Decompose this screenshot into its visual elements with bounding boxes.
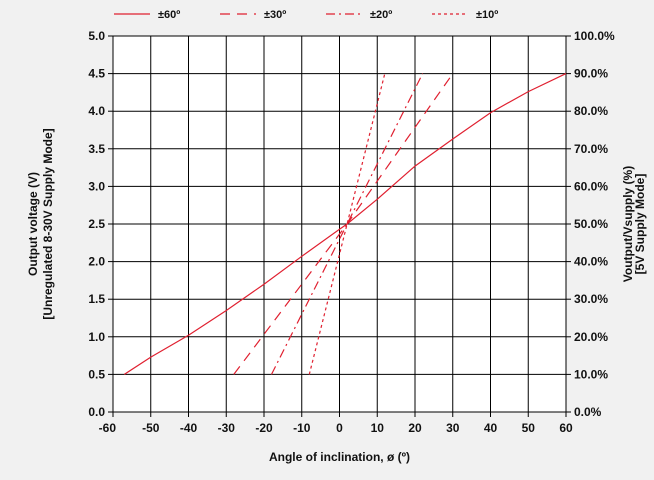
y-axis-title-right: Voutput/Vsupply (%) [5V Supply Mode] xyxy=(621,166,647,282)
legend-label: ±20º xyxy=(370,9,392,21)
x-axis-title: Angle of inclination, ø (º) xyxy=(269,450,410,464)
x-tick-label: -20 xyxy=(255,421,273,435)
x-tick-label: 10 xyxy=(371,421,385,435)
y-axis-title-left: Output voltage (V) [Unregulated 8-30V Su… xyxy=(26,128,55,319)
y-tick-labels-right: 0.0% 10.0% 20.0% 30.0% 40.0% 50.0% 60.0% 70.0% 8… xyxy=(574,29,615,419)
y-tick-label-right: 60.0% xyxy=(574,179,608,193)
y-tick-label-right: 40.0% xyxy=(574,255,608,269)
x-tick-label: -30 xyxy=(218,421,236,435)
y-tick-label-left: 3.5 xyxy=(88,142,105,156)
y-tick-label-right: 50.0% xyxy=(574,217,608,231)
y-tick-label-right: 10.0% xyxy=(574,367,608,381)
series-lines xyxy=(123,73,567,375)
x-tick-label: -40 xyxy=(180,421,198,435)
y-tick-label-right: 0.0% xyxy=(574,405,602,419)
y-tick-label-left: 2.5 xyxy=(88,217,105,231)
x-tick-label: 60 xyxy=(559,421,573,435)
y-tick-label-right: 20.0% xyxy=(574,330,608,344)
y-tick-label-right: 100.0% xyxy=(574,29,615,43)
x-tick-label: 50 xyxy=(522,421,536,435)
legend-label: ±10º xyxy=(476,9,498,21)
y-axis-title-left-line2: [Unregulated 8-30V Supply Mode] xyxy=(41,128,55,319)
y-tick-label-left: 0.0 xyxy=(88,405,105,419)
y-tick-label-left: 4.5 xyxy=(88,67,105,81)
x-tick-label: -50 xyxy=(142,421,160,435)
y-tick-label-right: 70.0% xyxy=(574,142,608,156)
series-line xyxy=(270,73,424,375)
series-line xyxy=(308,73,386,375)
x-tick-label: -10 xyxy=(293,421,311,435)
y-tick-label-left: 3.0 xyxy=(88,179,105,193)
series-line xyxy=(123,73,567,375)
y-tick-labels-left: 0.0 0.5 1.0 1.5 2.0 2.5 3.0 3.5 4.0 4.5 5.0 xyxy=(88,29,105,419)
x-tick-label: -60 xyxy=(99,421,117,435)
y-tick-label-left: 1.5 xyxy=(88,292,105,306)
y-axis-title-right-line2: [5V Supply Mode] xyxy=(633,174,647,275)
y-tick-label-left: 1.0 xyxy=(88,330,105,344)
x-tick-labels: -60 -50 -40 -30 -20 -10 0 10 20 30 40 50 60 xyxy=(99,421,573,435)
legend-label: ±30º xyxy=(264,9,286,21)
y-tick-label-left: 0.5 xyxy=(88,367,105,381)
y-tick-label-right: 80.0% xyxy=(574,104,608,118)
y-axis-title-left-line1: Output voltage (V) xyxy=(26,172,40,276)
y-axis-title-right-line1: Voutput/Vsupply (%) xyxy=(621,166,635,282)
x-tick-label: 30 xyxy=(446,421,460,435)
x-tick-label: 20 xyxy=(408,421,422,435)
y-tick-label-left: 2.0 xyxy=(88,255,105,269)
x-tick-label: 40 xyxy=(484,421,498,435)
y-tick-label-left: 4.0 xyxy=(88,104,105,118)
series-line xyxy=(233,73,454,375)
legend-label: ±60º xyxy=(158,9,180,21)
y-tick-label-right: 90.0% xyxy=(574,67,608,81)
y-tick-label-right: 30.0% xyxy=(574,292,608,306)
grid xyxy=(108,35,571,417)
x-tick-label: 0 xyxy=(336,421,343,435)
y-tick-label-left: 5.0 xyxy=(88,29,105,43)
legend: ±60º ±30º ±20º ±10º xyxy=(114,9,498,21)
